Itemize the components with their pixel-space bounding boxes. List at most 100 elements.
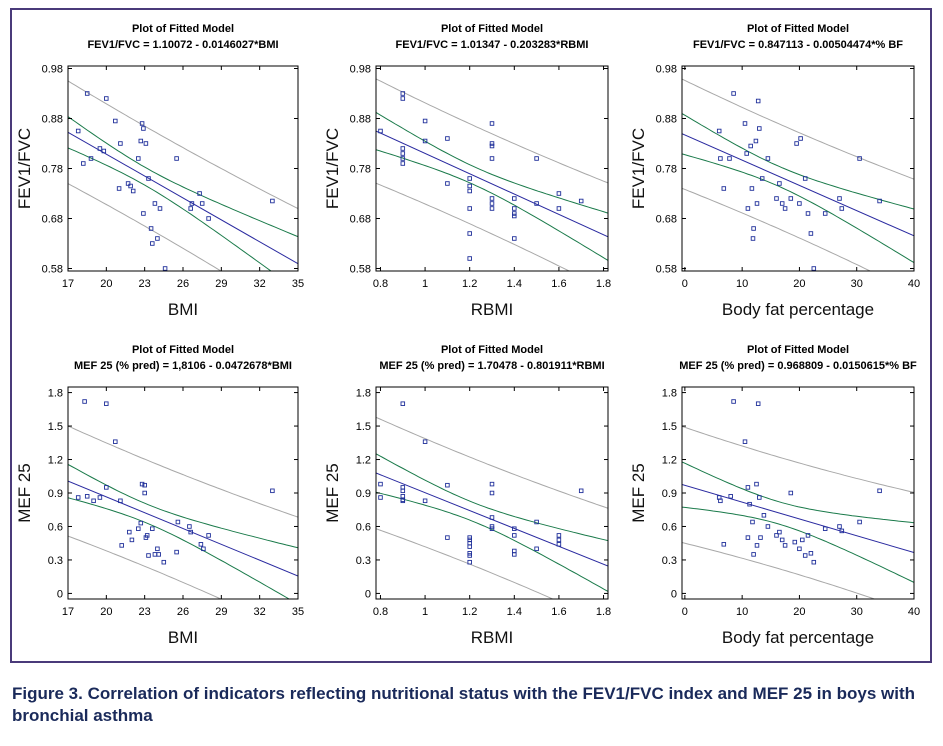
data-point	[782, 206, 788, 211]
data-point	[774, 533, 779, 538]
data-point	[742, 439, 748, 444]
prediction-limit-upper	[68, 80, 298, 210]
data-point	[144, 533, 150, 538]
data-point	[150, 241, 155, 246]
data-point	[198, 542, 204, 547]
y-tick-label: 0.88	[42, 114, 63, 126]
plot-area	[68, 80, 298, 271]
data-point	[754, 543, 760, 548]
data-point	[754, 201, 760, 206]
chart-equation: MEF 25 (% pred) = 1,8106 - 0.0472678*BMI	[74, 360, 292, 372]
data-point	[534, 519, 539, 525]
x-tick-label: 1.8	[596, 606, 611, 618]
data-point	[467, 553, 472, 558]
data-point	[877, 198, 882, 204]
x-tick-label: 1.2	[462, 606, 477, 618]
fitted-line	[68, 480, 298, 577]
y-tick-label: 1.8	[48, 388, 63, 400]
data-point	[794, 141, 799, 146]
plot-area	[682, 78, 914, 271]
y-tick-label: 1.8	[662, 388, 677, 400]
data-point	[378, 481, 383, 487]
prediction-limit-lower	[68, 183, 222, 271]
data-point	[534, 546, 539, 552]
data-point	[761, 513, 767, 518]
x-tick-label: 32	[254, 278, 266, 290]
data-point	[777, 181, 782, 186]
data-point	[400, 498, 406, 504]
x-axis-label: Body fat percentage	[722, 300, 874, 319]
confidence-limit-upper	[68, 116, 298, 238]
data-point	[139, 481, 145, 487]
y-tick-label: 1.5	[662, 421, 677, 433]
fitted-line	[376, 130, 608, 238]
data-point	[489, 201, 495, 206]
data-point	[489, 490, 495, 496]
chart-4: Plot of Fitted Model MEF 25 (% pred) = 1,…	[15, 344, 304, 647]
data-point	[512, 552, 517, 557]
data-point	[811, 266, 817, 271]
y-tick-label: 0.98	[350, 64, 371, 76]
y-tick-label: 0.9	[662, 488, 677, 500]
data-point	[534, 156, 539, 161]
data-point	[174, 156, 179, 161]
chart-title: Plot of Fitted Model	[441, 344, 543, 356]
data-point	[129, 537, 135, 543]
y-tick-label: 0.3	[356, 555, 371, 567]
data-point	[753, 138, 759, 144]
confidence-limit-upper	[682, 113, 914, 210]
data-point	[489, 526, 495, 531]
data-point	[837, 196, 842, 201]
x-tick-label: 29	[215, 278, 227, 290]
data-point	[84, 91, 90, 96]
prediction-limit-lower	[376, 528, 555, 599]
x-tick-label: 26	[177, 606, 189, 618]
data-point	[467, 256, 472, 261]
data-point	[811, 559, 817, 565]
data-point	[118, 498, 123, 504]
confidence-limit-lower	[376, 491, 608, 592]
data-point	[745, 485, 751, 490]
x-tick-label: 17	[62, 606, 74, 618]
data-point	[143, 141, 149, 146]
x-tick-label: 1.4	[507, 278, 522, 290]
x-tick-label: 1	[422, 278, 428, 290]
data-point	[857, 519, 862, 525]
data-point	[758, 535, 763, 540]
y-tick-label: 1.8	[356, 388, 371, 400]
chart-equation: MEF 25 (% pred) = 0.968809 - 0.0150615*%…	[679, 360, 917, 372]
data-point	[116, 186, 122, 191]
data-point	[489, 515, 495, 520]
data-point	[150, 526, 155, 531]
confidence-limit-upper	[376, 453, 608, 542]
data-point	[422, 439, 428, 444]
x-tick-label: 20	[100, 606, 112, 618]
x-tick-label: 40	[908, 278, 920, 290]
x-axis-label: RBMI	[471, 300, 514, 319]
data-point	[754, 481, 759, 487]
data-point	[744, 151, 749, 156]
x-tick-label: 0.8	[373, 606, 388, 618]
data-point	[716, 128, 722, 134]
data-point	[578, 488, 584, 494]
prediction-limit-upper	[376, 416, 608, 509]
data-point	[751, 226, 756, 231]
data-point	[82, 399, 87, 404]
data-point	[128, 183, 133, 189]
data-point	[270, 488, 275, 494]
data-point	[765, 524, 771, 529]
data-point	[742, 121, 748, 126]
data-point	[467, 183, 472, 189]
x-tick-label: 0.8	[373, 278, 388, 290]
chart-equation: FEV1/FVC = 0.847113 - 0.00504474*% BF	[693, 39, 903, 51]
data-point	[127, 529, 132, 535]
y-tick-label: 1.5	[48, 421, 63, 433]
data-point	[755, 401, 761, 406]
data-point	[774, 196, 779, 201]
data-point	[556, 537, 562, 543]
x-tick-label: 1.6	[551, 606, 566, 618]
data-point	[467, 559, 472, 565]
y-tick-label: 0.3	[48, 555, 63, 567]
data-point	[797, 546, 802, 552]
